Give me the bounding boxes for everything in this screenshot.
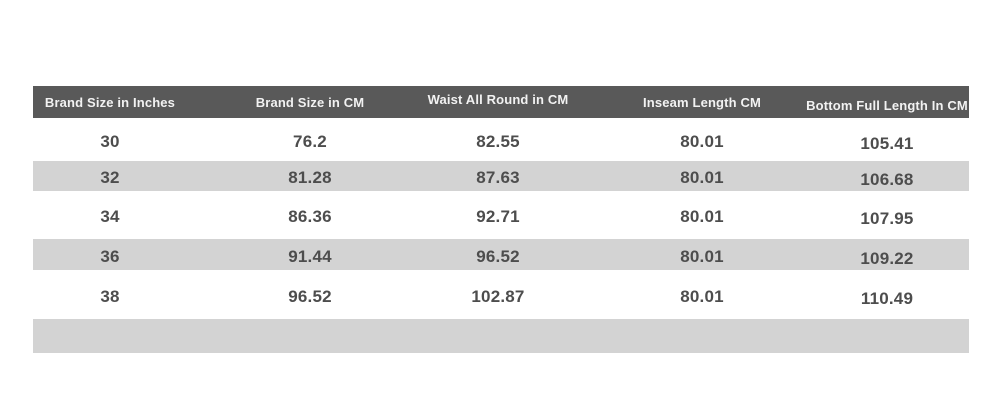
table-row: 34 86.36 92.71 80.01 107.95 bbox=[33, 191, 969, 239]
table-cell-filler bbox=[933, 241, 969, 272]
table-cell: 36 bbox=[100, 246, 120, 266]
table-cell: 30 bbox=[100, 131, 120, 151]
table-cell: 105.41 bbox=[860, 133, 914, 153]
header-cell-inseam-length-cm: Inseam Length CM bbox=[643, 94, 761, 110]
table-cell: 81.28 bbox=[288, 168, 332, 187]
header-cell-bottom-full-length-cm: Bottom Full Length In CM bbox=[806, 97, 968, 113]
table-cell: 80.01 bbox=[680, 246, 724, 266]
table-cell: 80.01 bbox=[680, 168, 724, 187]
header-cell-waist-all-round-cm: Waist All Round in CM bbox=[427, 91, 569, 107]
header-cell-brand-size-cm: Brand Size in CM bbox=[255, 94, 365, 110]
table-cell bbox=[187, 321, 433, 355]
table-cell: 80.01 bbox=[680, 131, 724, 151]
table-cell-filler bbox=[933, 163, 969, 193]
table-cell-filler bbox=[933, 321, 969, 355]
table-cell bbox=[563, 321, 841, 355]
table-cell: 34 bbox=[100, 207, 120, 226]
table-cell bbox=[433, 321, 563, 355]
table-cell-filler bbox=[933, 272, 969, 321]
table-cell: 86.36 bbox=[288, 207, 332, 226]
table-cell: 80.01 bbox=[680, 207, 724, 226]
table-cell: 32 bbox=[100, 168, 120, 187]
table-cell: 91.44 bbox=[288, 246, 332, 266]
table-cell: 92.71 bbox=[476, 207, 520, 226]
table-cell: 87.63 bbox=[476, 168, 520, 187]
table-cell: 80.01 bbox=[680, 286, 724, 306]
table-cell: 38 bbox=[100, 286, 120, 306]
table-cell-filler bbox=[933, 193, 969, 241]
table-row: 38 96.52 102.87 80.01 110.49 bbox=[33, 270, 969, 319]
header-cell-brand-size-inches: Brand Size in Inches bbox=[44, 94, 176, 110]
table-row: 30 76.2 82.55 80.01 105.41 bbox=[33, 118, 969, 161]
table-cell: 102.87 bbox=[471, 286, 525, 306]
table-cell: 96.52 bbox=[476, 246, 520, 266]
table-cell: 107.95 bbox=[860, 209, 914, 228]
table-row: 36 91.44 96.52 80.01 109.22 bbox=[33, 239, 969, 270]
table-cell: 110.49 bbox=[860, 288, 914, 308]
table-cell: 76.2 bbox=[293, 131, 327, 151]
table-row-empty bbox=[33, 319, 969, 353]
table-cell: 82.55 bbox=[476, 131, 520, 151]
table-cell: 109.22 bbox=[860, 248, 914, 268]
size-chart-table: Brand Size in Inches Brand Size in CM Wa… bbox=[33, 86, 969, 353]
table-header-row: Brand Size in Inches Brand Size in CM Wa… bbox=[33, 86, 969, 118]
table-cell: 106.68 bbox=[860, 170, 914, 189]
table-cell: 96.52 bbox=[288, 286, 332, 306]
table-cell bbox=[841, 323, 933, 357]
table-row: 32 81.28 87.63 80.01 106.68 bbox=[33, 161, 969, 191]
table-cell bbox=[33, 321, 187, 355]
table-cell-filler bbox=[933, 120, 969, 163]
